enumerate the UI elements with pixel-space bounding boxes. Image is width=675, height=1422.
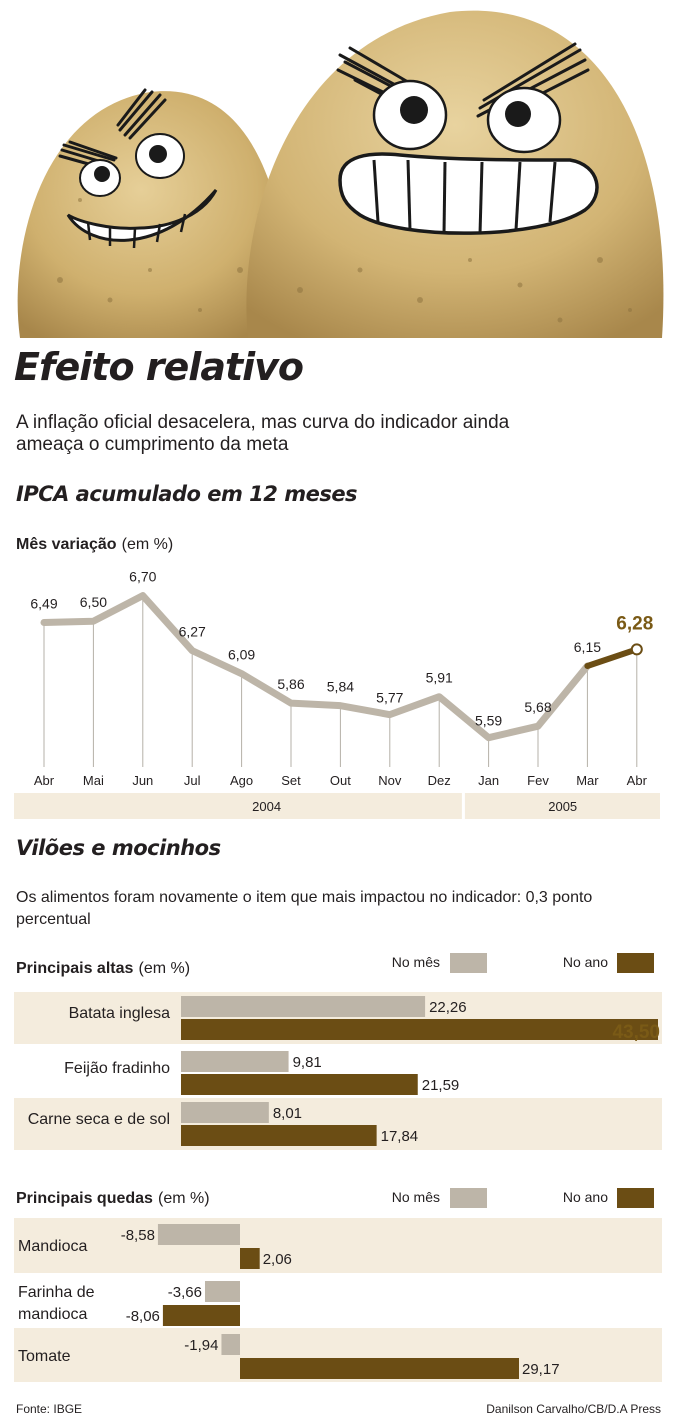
legend-swatch (450, 953, 487, 973)
series-line-highlight (584, 646, 640, 669)
data-label: 5,86 (277, 676, 304, 692)
highs-title-unit: (em %) (138, 960, 191, 977)
bar-year-label: 17,84 (381, 1128, 419, 1145)
subhead: A inflação oficial desacelera, mas curva… (16, 412, 510, 455)
data-label: 6,27 (179, 624, 206, 640)
x-tick-label: Mar (576, 773, 599, 788)
data-label: 6,09 (228, 647, 255, 663)
x-tick-label: Jul (184, 773, 201, 788)
x-tick-label: Dez (428, 773, 451, 788)
bar-month-label: 22,26 (429, 999, 467, 1016)
bar-month (181, 1102, 269, 1123)
x-tick-label: Set (281, 773, 301, 788)
category-label: Farinha de (18, 1284, 95, 1301)
legend-label: No mês (392, 1189, 440, 1205)
data-label: 5,91 (426, 670, 453, 686)
legend-swatch (617, 1188, 654, 1208)
category-label: Mandioca (18, 1238, 87, 1255)
data-label: 6,15 (574, 639, 601, 655)
section2-text: Os alimentos foram novamente o item que … (16, 889, 593, 928)
highs-chart: No mês No ano Batata inglesa 22,26 43,50 Feij… (14, 953, 662, 1150)
highs-title-text: Principais altas (16, 960, 134, 977)
x-tick-label: Abr (34, 773, 55, 788)
year-band (14, 793, 462, 819)
year-band (464, 793, 660, 819)
lows-title: Principais quedas (em %) (16, 1188, 210, 1208)
bar-year (181, 1019, 658, 1040)
lows-title-text: Principais quedas (16, 1190, 153, 1207)
bar-month (181, 996, 426, 1017)
section2-title: Vilões e mocinhos (16, 836, 221, 860)
x-tick-label: Nov (378, 773, 402, 788)
row-band (14, 1218, 662, 1273)
bar-year (240, 1358, 519, 1379)
bar-year-label: 29,17 (522, 1361, 560, 1378)
big-potato (246, 10, 664, 338)
bar-month (157, 1224, 240, 1245)
lows-title-unit: (em %) (158, 1190, 210, 1207)
x-tick-label: Abr (627, 773, 648, 788)
bar-month (221, 1334, 240, 1355)
data-label: 6,49 (30, 595, 57, 611)
category-label: mandioca (18, 1306, 87, 1323)
bar-month (181, 1051, 289, 1072)
year-label: 2005 (548, 799, 577, 814)
bar-year (240, 1248, 260, 1269)
x-tick-label: Jun (132, 773, 153, 788)
year-label: 2004 (252, 799, 281, 814)
legend-swatch (617, 953, 654, 973)
category-label: Carne seca e de sol (28, 1111, 170, 1128)
line-chart-ylabel: Mês variação (em %) (16, 534, 173, 554)
line-chart-title: IPCA acumulado em 12 meses (16, 482, 358, 506)
line-chart-ylabel-unit: (em %) (121, 536, 174, 553)
bar-year (181, 1074, 418, 1095)
lows-chart: No mês No ano Mandioca -8,58 2,06 Farinha de m… (14, 1188, 662, 1382)
data-label: 5,77 (376, 690, 403, 706)
legend-label: No ano (563, 954, 608, 970)
small-potato (17, 88, 292, 338)
bar-month-label: -8,58 (121, 1227, 155, 1244)
bar-year-label: -8,06 (126, 1308, 160, 1325)
potatoes-illustration (17, 10, 664, 338)
line-chart-ylabel-text: Mês variação (16, 536, 117, 553)
headline: Efeito relativo (14, 345, 304, 389)
highs-title: Principais altas (em %) (16, 958, 190, 978)
bar-month-label: 9,81 (293, 1054, 322, 1071)
legend-swatch (450, 1188, 487, 1208)
bar-year-label: 2,06 (263, 1251, 292, 1268)
x-tick-label: Out (330, 773, 351, 788)
data-label: 5,68 (524, 699, 551, 715)
footer-credit: Danilson Carvalho/CB/D.A Press (486, 1402, 661, 1416)
x-tick-label: Jan (478, 773, 499, 788)
category-label: Batata inglesa (69, 1005, 171, 1022)
data-label: 5,59 (475, 713, 502, 729)
bar-month-label: -3,66 (168, 1284, 202, 1301)
bar-month-label: 8,01 (273, 1105, 302, 1122)
last-point-marker (630, 643, 643, 656)
bar-year-label: 43,50 (612, 1022, 660, 1043)
legend-label: No mês (392, 954, 440, 970)
data-label: 6,50 (80, 594, 107, 610)
footer-source: Fonte: IBGE (16, 1402, 83, 1416)
bar-year (181, 1125, 377, 1146)
x-tick-label: Fev (527, 773, 549, 788)
x-tick-label: Mai (83, 773, 104, 788)
bar-month (204, 1281, 240, 1302)
category-label: Tomate (18, 1348, 71, 1365)
x-tick-label: Ago (230, 773, 253, 788)
series-line (40, 592, 591, 742)
data-label: 6,28 (616, 613, 653, 634)
data-label: 5,84 (327, 679, 354, 695)
bar-year (162, 1305, 240, 1326)
data-label: 6,70 (129, 569, 156, 585)
bar-month-label: -1,94 (184, 1337, 218, 1354)
legend-label: No ano (563, 1189, 608, 1205)
category-label: Feijão fradinho (64, 1060, 170, 1077)
line-chart: 6,49 6,50 6,70 6,27 6,09 5,86 5,84 5,77 5,91 5,59… (14, 569, 660, 819)
bar-year-label: 21,59 (422, 1077, 460, 1094)
